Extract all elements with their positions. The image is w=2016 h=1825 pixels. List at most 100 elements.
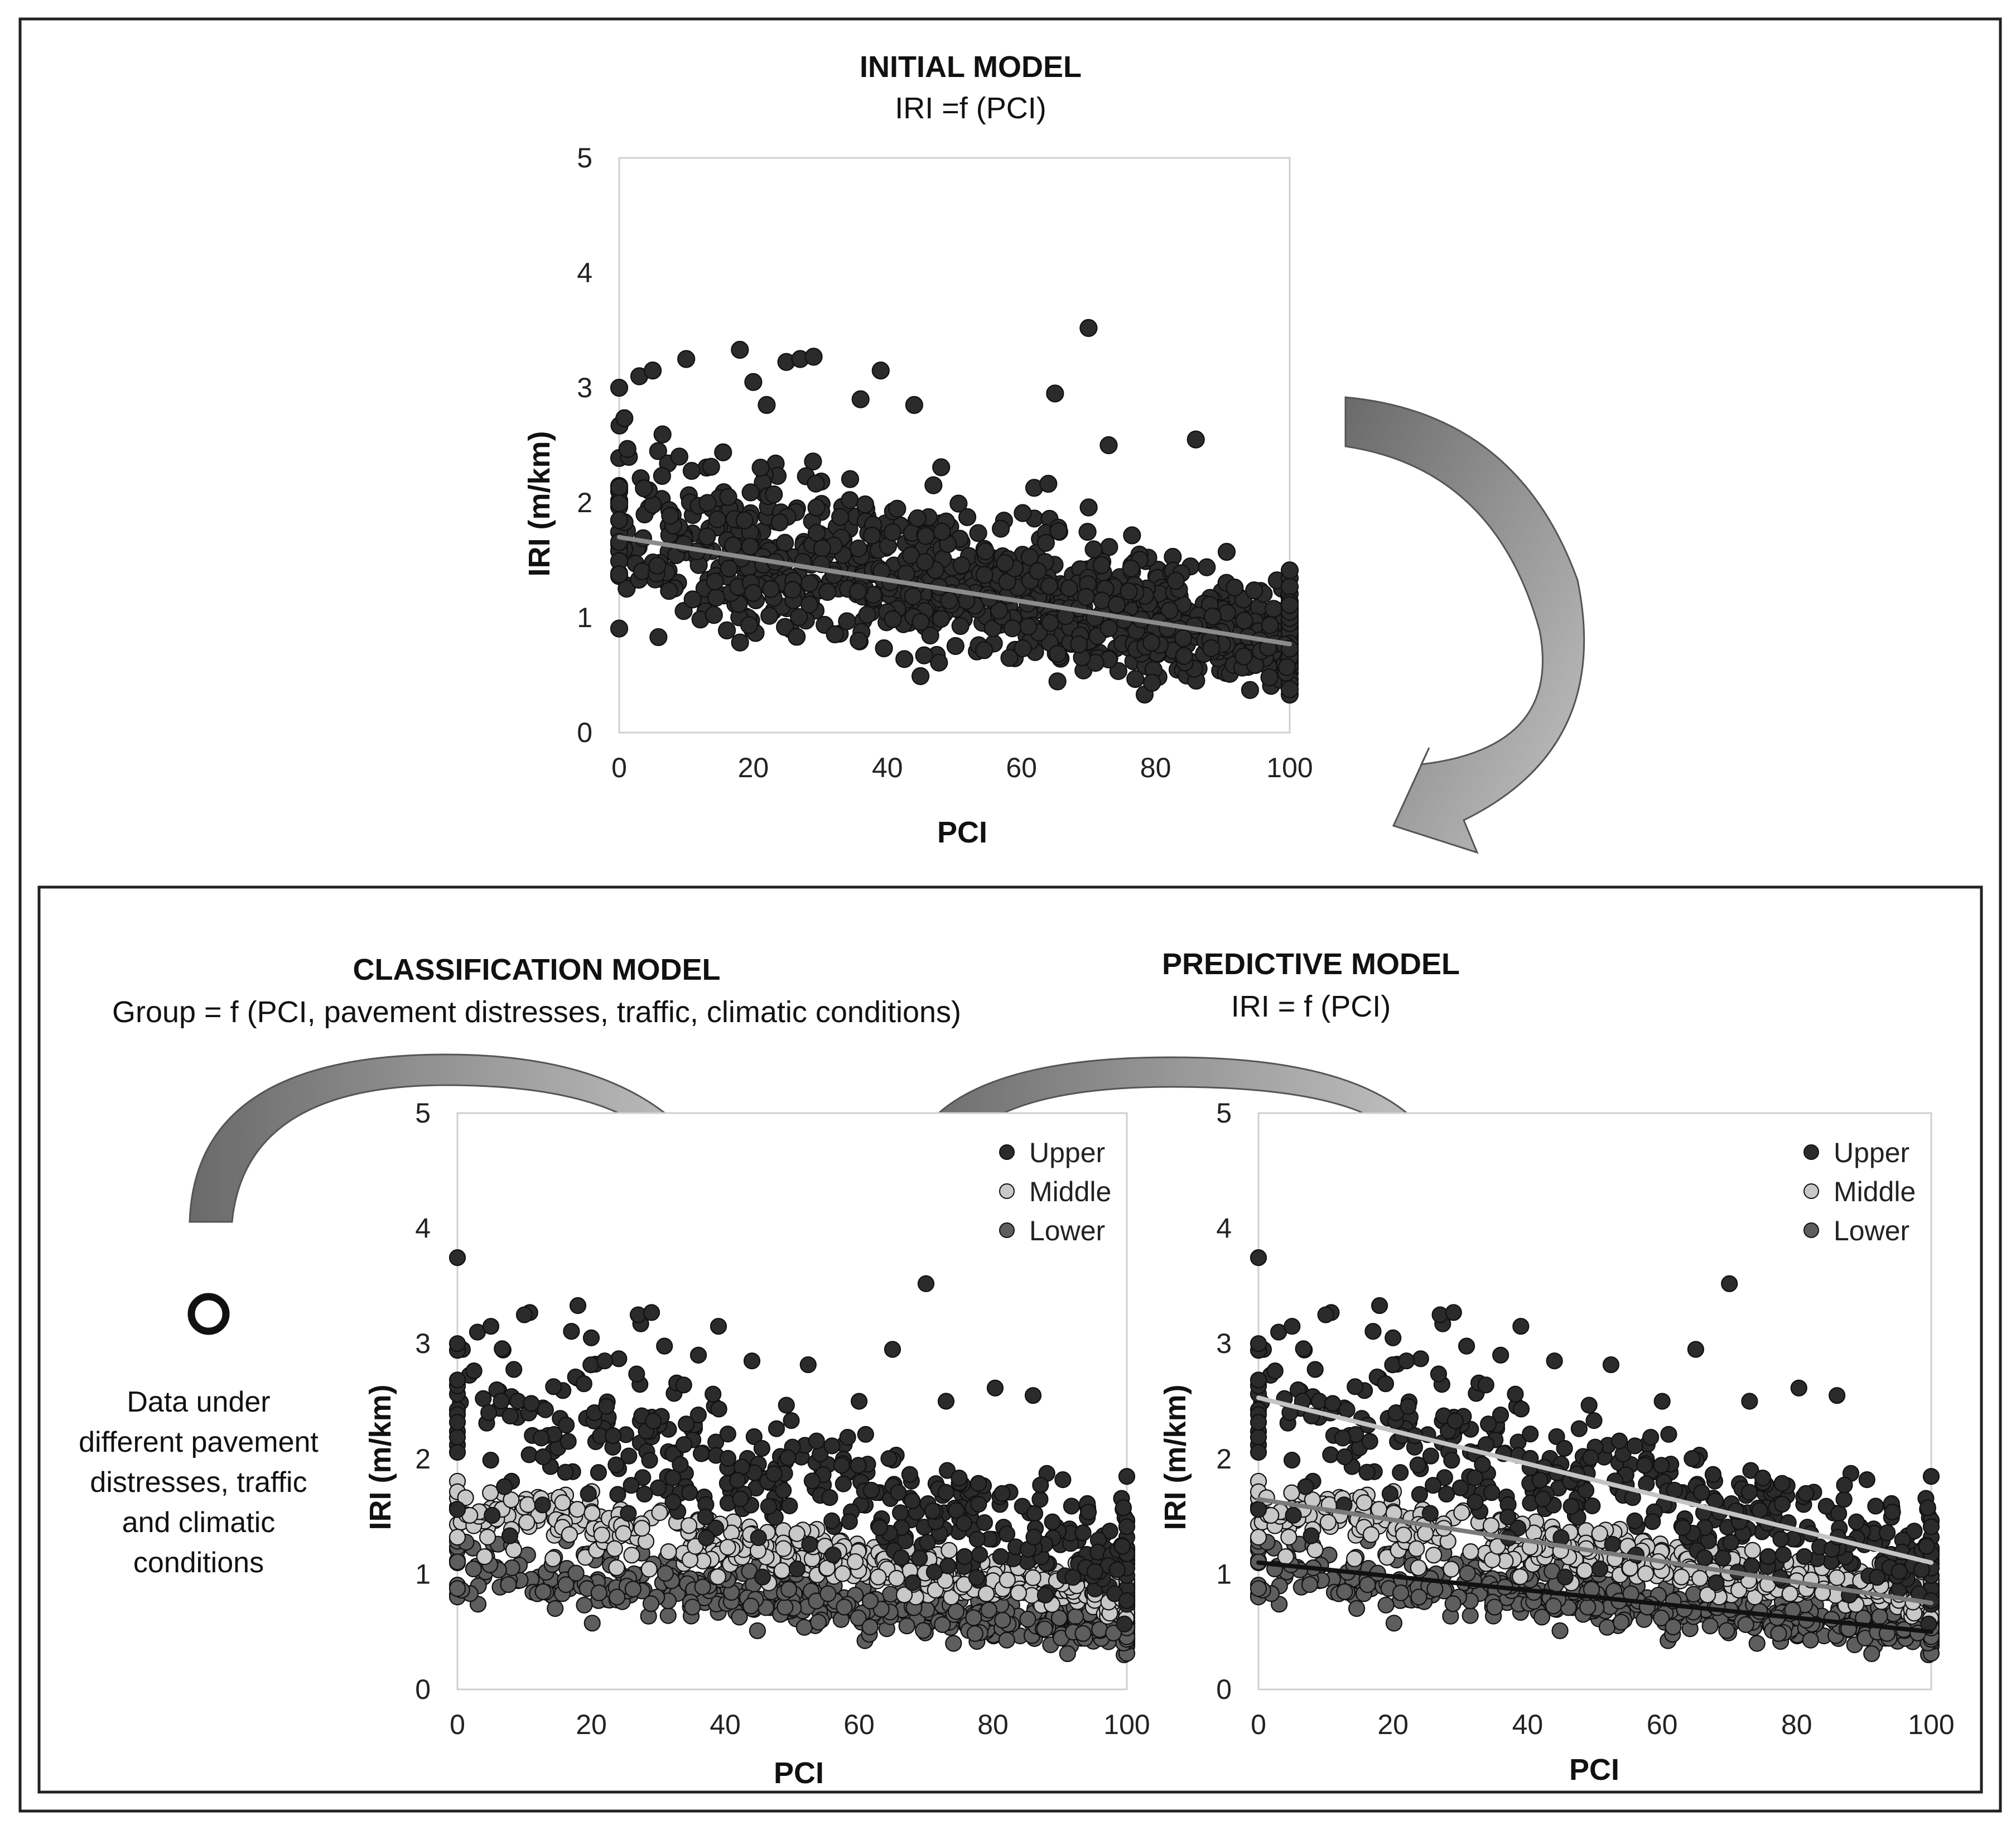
- data-point: [618, 440, 636, 458]
- data-point: [1250, 1371, 1267, 1389]
- data-point: [1336, 1448, 1353, 1466]
- data-point: [615, 409, 634, 427]
- data-point: [1036, 1586, 1054, 1604]
- x-tick-label: 40: [710, 1709, 741, 1740]
- data-point: [851, 1393, 868, 1410]
- data-point: [980, 1601, 997, 1619]
- data-point: [636, 1485, 653, 1503]
- data-point: [1377, 1375, 1395, 1393]
- data-point: [448, 1528, 466, 1546]
- data-point: [919, 1534, 936, 1551]
- data-point: [596, 1352, 614, 1370]
- data-point: [966, 1625, 983, 1642]
- data-point: [643, 361, 662, 380]
- data-point: [1143, 673, 1161, 692]
- data-point: [1512, 1318, 1530, 1335]
- data-point: [1014, 504, 1032, 522]
- data-point: [1409, 1456, 1426, 1474]
- data-point: [1512, 1400, 1530, 1418]
- initial-model-title: INITIAL MODEL: [860, 50, 1082, 84]
- data-note-line-3: distresses, traffic: [90, 1466, 307, 1499]
- data-point: [880, 1450, 898, 1467]
- data-point: [951, 1469, 968, 1487]
- trendlines: [617, 535, 1292, 647]
- data-point: [590, 1464, 607, 1481]
- data-point: [1430, 1365, 1448, 1383]
- data-note-line-4: and climatic: [122, 1506, 276, 1539]
- trendline: [617, 535, 1292, 647]
- data-point: [1591, 1525, 1608, 1542]
- data-point: [761, 580, 780, 598]
- data-point: [976, 542, 995, 561]
- data-point: [1576, 1562, 1593, 1580]
- data-point: [610, 619, 629, 638]
- data-note-line-1: Data under: [127, 1386, 270, 1418]
- data-point: [952, 556, 971, 575]
- data-point: [826, 625, 844, 644]
- x-tick-label: 60: [1647, 1709, 1678, 1740]
- data-point: [1029, 562, 1047, 580]
- data-point: [1280, 1528, 1298, 1546]
- data-point: [1512, 1568, 1529, 1586]
- data-point: [924, 1502, 941, 1520]
- y-tick-label: 3: [1216, 1328, 1232, 1359]
- data-point: [1830, 1505, 1848, 1522]
- data-point: [660, 1543, 677, 1561]
- data-point: [808, 1432, 825, 1450]
- data-point: [1579, 1598, 1597, 1616]
- data-point: [1079, 1504, 1097, 1521]
- data-point: [575, 1375, 592, 1393]
- data-point: [1796, 1548, 1813, 1565]
- data-point: [777, 1598, 794, 1616]
- data-point: [618, 580, 636, 598]
- legend-label: Upper: [1029, 1137, 1105, 1168]
- data-note: Data under different pavement distresses…: [79, 1386, 319, 1579]
- data-point: [1848, 1513, 1865, 1530]
- data-point: [998, 1631, 1015, 1649]
- data-point: [1046, 384, 1064, 403]
- legend-marker: [1803, 1144, 1819, 1160]
- x-tick-label: 20: [738, 752, 769, 783]
- data-point: [1040, 577, 1059, 595]
- data-point: [1385, 1615, 1403, 1632]
- data-point: [641, 1452, 658, 1469]
- data-point: [590, 1584, 607, 1601]
- data-point: [904, 1574, 922, 1591]
- data-point: [494, 1340, 511, 1357]
- data-point: [946, 637, 964, 656]
- data-point: [582, 1329, 600, 1346]
- data-point: [1714, 1549, 1732, 1567]
- data-point: [823, 1437, 841, 1455]
- data-point: [1364, 1323, 1382, 1340]
- data-point: [583, 1615, 601, 1632]
- data-point: [847, 1553, 864, 1571]
- data-point: [1890, 1563, 1908, 1580]
- data-point: [744, 584, 763, 602]
- data-point: [993, 1485, 1011, 1502]
- data-point: [856, 495, 875, 514]
- data-point: [788, 628, 806, 646]
- data-point: [1049, 522, 1068, 541]
- data-point: [783, 1412, 800, 1429]
- data-point: [1483, 1484, 1501, 1501]
- data-point: [863, 526, 881, 545]
- data-point: [911, 1549, 928, 1567]
- data-point: [1285, 1506, 1302, 1524]
- data-point: [831, 508, 850, 526]
- data-point: [1835, 1491, 1853, 1508]
- data-point: [911, 667, 930, 685]
- data-point: [1863, 1645, 1880, 1663]
- data-point: [1665, 1618, 1682, 1636]
- data-point: [724, 536, 742, 555]
- data-marker-icon: [187, 1293, 230, 1335]
- data-point: [895, 650, 914, 668]
- data-point: [1024, 1387, 1042, 1404]
- data-point: [670, 447, 688, 466]
- data-point: [1919, 1499, 1936, 1516]
- data-point: [970, 1495, 987, 1513]
- data-point: [1582, 1449, 1599, 1466]
- data-point: [649, 628, 668, 647]
- x-tick-label: 80: [1140, 752, 1171, 783]
- x-axis-label: PCI: [937, 816, 987, 849]
